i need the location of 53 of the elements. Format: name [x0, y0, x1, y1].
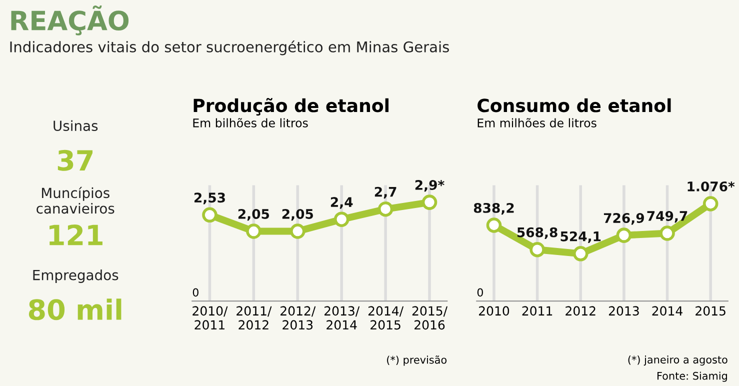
text: (*) janeiro a agosto	[628, 356, 728, 366]
point	[702, 196, 718, 212]
data-label: 2,05	[238, 208, 270, 221]
x-tick-label: 2011/ 2012	[236, 306, 272, 330]
text: 80 mil	[28, 298, 122, 320]
data-label: 2,05	[282, 208, 313, 221]
x-tick-label: 2012/ 2013	[280, 306, 316, 330]
point	[290, 224, 306, 239]
source-note: Fonte: Siamig	[657, 372, 727, 382]
data-label: 2,7	[374, 186, 396, 198]
point	[486, 218, 502, 233]
text: Muncípios canavieiros	[36, 186, 114, 214]
x-tick-label: 2013	[608, 306, 639, 316]
annotation: 0	[477, 288, 483, 297]
point	[422, 194, 438, 210]
x-tick-label: 2013/ 2014	[324, 306, 360, 330]
text: 121	[50, 224, 102, 246]
x-tick-label: 2010/ 2011	[192, 306, 228, 330]
x-tick-label: 2012	[566, 306, 596, 316]
data-label: 2,53	[194, 192, 225, 204]
data-label: 2,9*	[415, 180, 444, 192]
text: Usinas	[54, 120, 98, 132]
data-label: 524,1	[560, 231, 601, 244]
point	[530, 242, 545, 258]
x-tick-label: 2015	[696, 306, 726, 316]
point	[378, 201, 394, 217]
point	[334, 212, 350, 227]
chart-subtitle: Em bilhões de litros	[193, 118, 308, 128]
text: (*) previsão	[387, 356, 447, 366]
chart-title: Produção de etanol	[194, 98, 388, 116]
data-label: 2,4	[330, 197, 353, 209]
data-label: 726,9	[604, 213, 644, 225]
point	[246, 224, 262, 239]
point	[572, 246, 588, 262]
text: 37	[58, 150, 92, 171]
x-tick-label: 2011	[522, 306, 552, 316]
point	[202, 207, 218, 223]
text: REAÇÃO	[11, 5, 129, 36]
point	[616, 228, 632, 243]
point	[660, 226, 675, 241]
text: Empregados	[33, 270, 118, 283]
x-tick-label: 2015/ 2016	[412, 306, 448, 330]
x-tick-label: 2014/ 2015	[368, 306, 404, 330]
chart-title: Consumo de etanol	[478, 98, 671, 112]
x-tick-label: 2010	[478, 306, 510, 316]
data-label: 838,2	[474, 202, 514, 215]
data-label: 749,7	[647, 210, 688, 223]
annotation: 0	[192, 288, 198, 297]
x-tick-label: 2014	[652, 306, 682, 316]
data-label: 568,8	[517, 227, 558, 239]
text: Indicadores vitais do setor sucroenergético em Minas Gerais	[10, 40, 449, 56]
data-label: 1.076*	[688, 181, 735, 192]
chart-subtitle: Em milhões de litros	[478, 118, 596, 128]
